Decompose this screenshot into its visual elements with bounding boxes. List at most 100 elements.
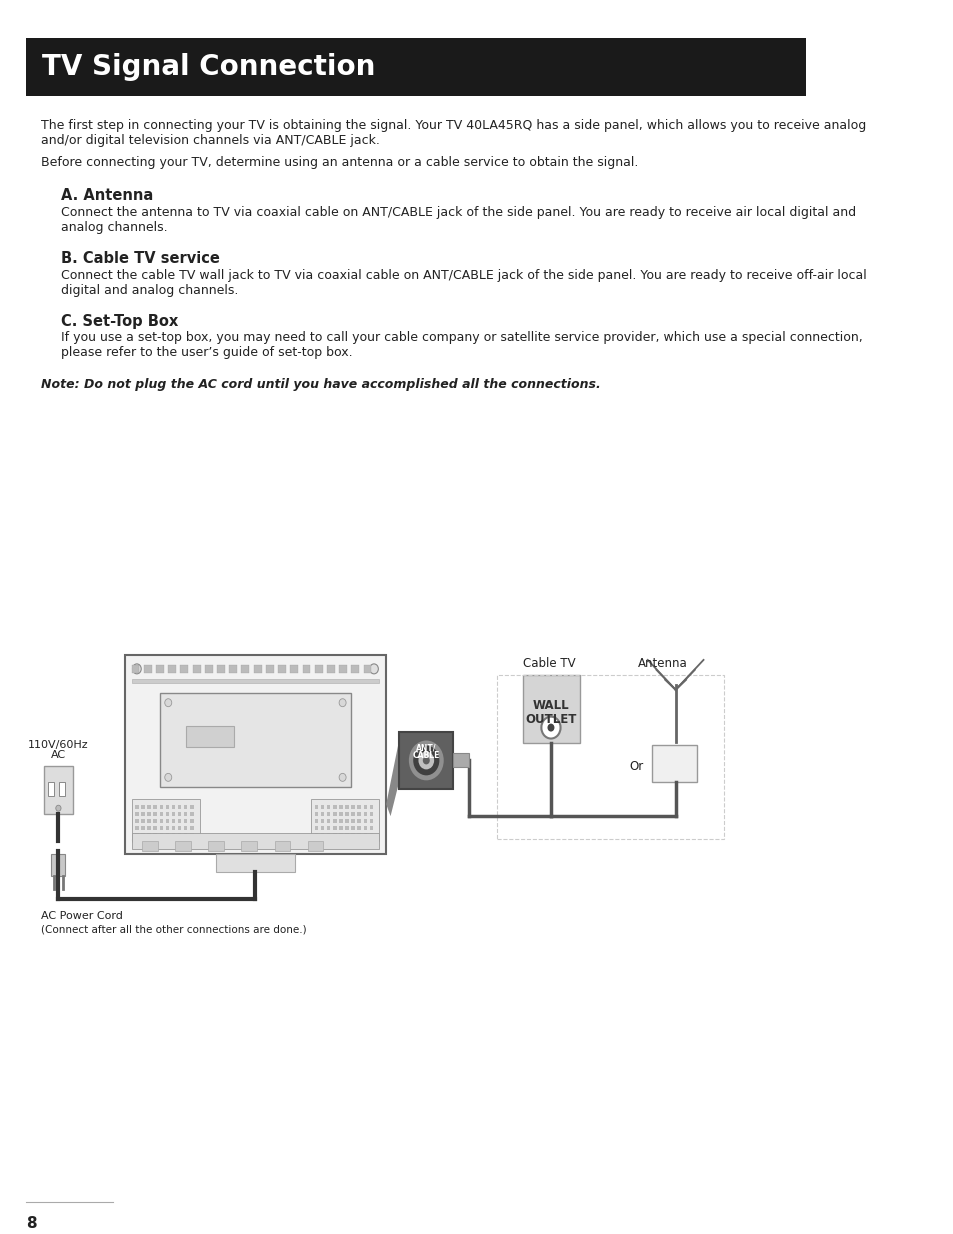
- Bar: [26, 38, 805, 95]
- Text: WALL: WALL: [532, 698, 569, 712]
- Text: Connect the antenna to TV via coaxial cable on ANT/CABLE jack of the side panel.: Connect the antenna to TV via coaxial ca…: [61, 206, 855, 218]
- Circle shape: [413, 745, 439, 775]
- Bar: [320, 819, 324, 823]
- Bar: [184, 826, 187, 830]
- Bar: [132, 679, 379, 682]
- Bar: [184, 812, 187, 816]
- Bar: [159, 806, 163, 810]
- Bar: [166, 812, 169, 816]
- Bar: [190, 812, 193, 816]
- Bar: [44, 766, 73, 814]
- Bar: [357, 819, 360, 823]
- Bar: [241, 665, 249, 673]
- Bar: [320, 826, 324, 830]
- Bar: [125, 655, 386, 854]
- Text: 8: 8: [26, 1217, 37, 1232]
- Bar: [369, 826, 373, 830]
- Bar: [135, 833, 138, 837]
- Circle shape: [369, 664, 378, 674]
- Bar: [141, 826, 145, 830]
- Bar: [147, 833, 151, 837]
- Bar: [327, 826, 330, 830]
- Bar: [172, 812, 175, 816]
- Bar: [266, 665, 274, 673]
- Bar: [357, 806, 360, 810]
- Bar: [135, 806, 138, 810]
- Bar: [327, 806, 330, 810]
- Bar: [333, 833, 336, 837]
- Bar: [135, 819, 138, 823]
- Bar: [153, 819, 156, 823]
- Bar: [177, 826, 181, 830]
- Bar: [205, 665, 213, 673]
- Circle shape: [165, 774, 172, 781]
- Circle shape: [540, 717, 560, 738]
- Text: Before connecting your TV, determine using an antenna or a cable service to obta: Before connecting your TV, determine usi…: [41, 157, 638, 169]
- Bar: [338, 812, 342, 816]
- Bar: [217, 665, 225, 673]
- Bar: [132, 665, 139, 673]
- Bar: [652, 744, 697, 782]
- Bar: [184, 819, 187, 823]
- Bar: [338, 819, 342, 823]
- Bar: [253, 665, 261, 673]
- Text: (Connect after all the other connections are done.): (Connect after all the other connections…: [41, 924, 306, 934]
- Text: Or: Or: [629, 760, 643, 772]
- Bar: [314, 806, 318, 810]
- Bar: [186, 726, 233, 748]
- Bar: [327, 833, 330, 837]
- Bar: [333, 806, 336, 810]
- Circle shape: [369, 835, 378, 845]
- Polygon shape: [386, 739, 399, 816]
- Bar: [190, 833, 193, 837]
- Circle shape: [132, 664, 141, 674]
- Bar: [327, 819, 330, 823]
- Text: TV Signal Connection: TV Signal Connection: [42, 53, 375, 80]
- Bar: [320, 833, 324, 837]
- Bar: [241, 842, 257, 851]
- Bar: [522, 675, 579, 743]
- Circle shape: [132, 835, 141, 845]
- Bar: [159, 833, 163, 837]
- Bar: [142, 842, 157, 851]
- Bar: [363, 812, 367, 816]
- Bar: [166, 819, 169, 823]
- Bar: [147, 806, 151, 810]
- Bar: [327, 812, 330, 816]
- Text: C. Set-Top Box: C. Set-Top Box: [61, 313, 178, 328]
- Circle shape: [338, 698, 346, 707]
- Bar: [357, 826, 360, 830]
- Bar: [159, 812, 163, 816]
- Bar: [314, 833, 318, 837]
- Bar: [314, 812, 318, 816]
- Bar: [141, 819, 145, 823]
- Bar: [333, 812, 336, 816]
- Circle shape: [418, 752, 434, 769]
- Bar: [135, 826, 138, 830]
- Bar: [274, 842, 290, 851]
- Bar: [177, 833, 181, 837]
- Circle shape: [165, 698, 172, 707]
- Bar: [177, 819, 181, 823]
- Circle shape: [55, 806, 61, 811]
- Text: If you use a set-top box, you may need to call your cable company or satellite s: If you use a set-top box, you may need t…: [61, 332, 862, 344]
- Circle shape: [422, 756, 430, 764]
- Text: 110V/60Hz: 110V/60Hz: [28, 740, 89, 750]
- Bar: [363, 806, 367, 810]
- Bar: [48, 782, 54, 796]
- Bar: [180, 665, 188, 673]
- Bar: [338, 665, 347, 673]
- Bar: [208, 842, 224, 851]
- Text: CABLE: CABLE: [413, 752, 439, 760]
- Bar: [338, 833, 342, 837]
- Bar: [190, 826, 193, 830]
- Bar: [497, 675, 722, 839]
- Bar: [168, 665, 176, 673]
- Bar: [320, 812, 324, 816]
- Bar: [351, 833, 355, 837]
- Bar: [345, 819, 349, 823]
- Text: A. Antenna: A. Antenna: [61, 188, 153, 204]
- Text: AC Power Cord: AC Power Cord: [41, 911, 123, 921]
- Bar: [345, 812, 349, 816]
- Bar: [172, 833, 175, 837]
